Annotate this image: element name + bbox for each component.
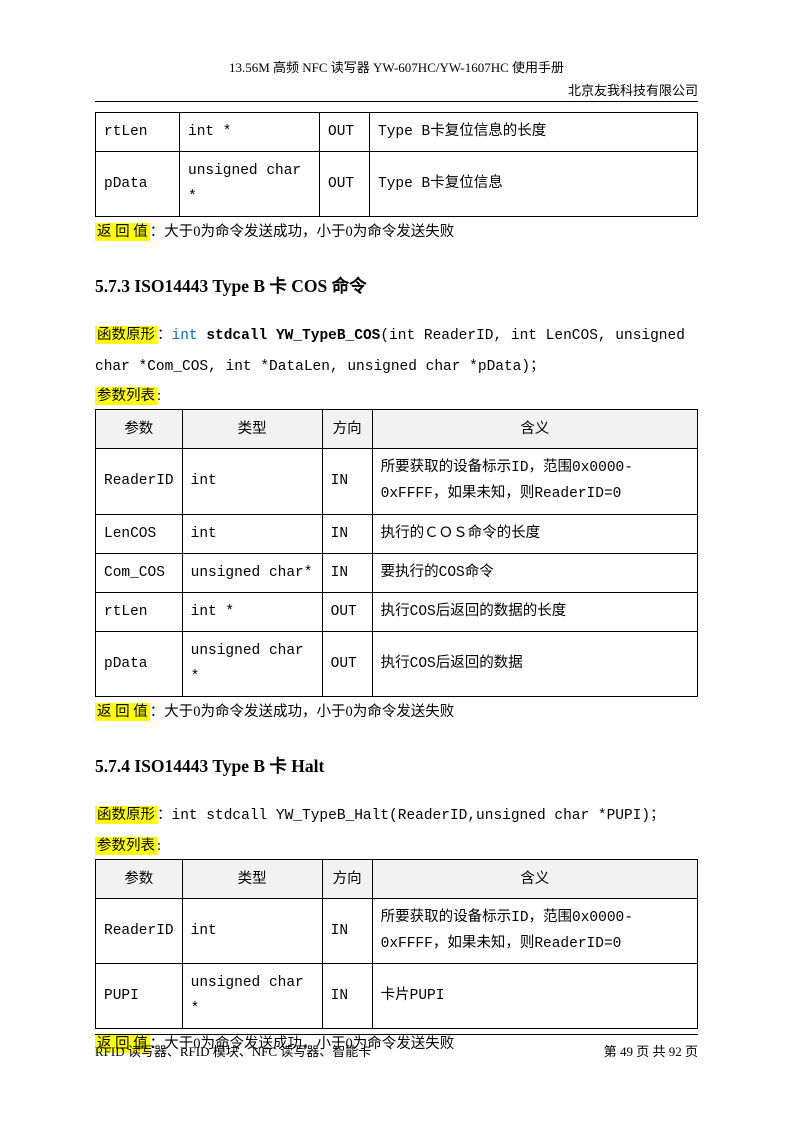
cell-type: unsigned char* xyxy=(182,553,322,592)
table-row: ReaderID int IN 所要获取的设备标示ID，范围0x0000-0xF… xyxy=(96,898,698,963)
proto-label: 函数原形 xyxy=(95,326,157,344)
table-row: pData unsigned char * OUT 执行COS后返回的数据 xyxy=(96,631,698,696)
table-header-row: 参数 类型 方向 含义 xyxy=(96,410,698,449)
table-574: 参数 类型 方向 含义 ReaderID int IN 所要获取的设备标示ID，… xyxy=(95,859,698,1029)
cell-dir: OUT xyxy=(322,592,372,631)
cell-dir: IN xyxy=(322,898,372,963)
cell-type: unsigned char * xyxy=(182,631,322,696)
cell-dir: OUT xyxy=(322,631,372,696)
th-type: 类型 xyxy=(182,410,322,449)
th-desc: 含义 xyxy=(372,410,697,449)
cell-type: int xyxy=(182,514,322,553)
cell-type: unsigned char * xyxy=(180,152,320,217)
table-row: rtLen int * OUT Type B卡复位信息的长度 xyxy=(96,113,698,152)
page-footer: RFID 读写器、RFID 模块、NFC 读写器、智能卡 第 49 页 共 92… xyxy=(95,1034,698,1060)
cell-param: ReaderID xyxy=(96,449,183,514)
cell-desc: 执行COS后返回的数据 xyxy=(372,631,697,696)
page-header-title: 13.56M 高频 NFC 读写器 YW-607HC/YW-1607HC 使用手… xyxy=(95,57,698,76)
table-row: rtLen int * OUT 执行COS后返回的数据的长度 xyxy=(96,592,698,631)
table-row: PUPI unsigned char * IN 卡片PUPI xyxy=(96,963,698,1028)
th-dir: 方向 xyxy=(322,410,372,449)
cell-desc: 所要获取的设备标示ID，范围0x0000-0xFFFF，如果未知，则Reader… xyxy=(372,898,697,963)
heading-573: 5.7.3 ISO14443 Type B 卡 COS 命令 xyxy=(95,273,698,298)
cell-dir: OUT xyxy=(320,152,370,217)
cell-param: ReaderID xyxy=(96,898,183,963)
header-divider xyxy=(95,101,698,102)
proto-rest1: (int ReaderID, int LenCOS, unsigned xyxy=(380,328,685,344)
table-row: LenCOS int IN 执行的ＣＯＳ命令的长度 xyxy=(96,514,698,553)
th-param: 参数 xyxy=(96,859,183,898)
proto-label: 函数原形 xyxy=(95,806,157,824)
return-text: ：大于0为命令发送成功，小于0为命令发送失败 xyxy=(150,704,455,720)
cell-type: int xyxy=(182,449,322,514)
return-text: ：大于0为命令发送成功，小于0为命令发送失败 xyxy=(150,224,455,240)
cell-type: int * xyxy=(182,592,322,631)
func-name: YW_TypeB_COS xyxy=(276,328,380,344)
cell-desc: 卡片PUPI xyxy=(372,963,697,1028)
th-dir: 方向 xyxy=(322,859,372,898)
cell-desc: 执行COS后返回的数据的长度 xyxy=(372,592,697,631)
table-573: 参数 类型 方向 含义 ReaderID int IN 所要获取的设备标示ID，… xyxy=(95,409,698,697)
param-list-label-573: 参数列表: xyxy=(95,384,698,405)
cell-desc: Type B卡复位信息的长度 xyxy=(370,113,698,152)
footer-left: RFID 读写器、RFID 模块、NFC 读写器、智能卡 xyxy=(95,1041,371,1060)
th-param: 参数 xyxy=(96,410,183,449)
cell-param: rtLen xyxy=(96,592,183,631)
cell-type: unsigned char * xyxy=(182,963,322,1028)
return-label: 返 回 值 xyxy=(95,703,150,721)
table-header-row: 参数 类型 方向 含义 xyxy=(96,859,698,898)
cell-dir: IN xyxy=(322,514,372,553)
cell-dir: OUT xyxy=(320,113,370,152)
table-row: ReaderID int IN 所要获取的设备标示ID，范围0x0000-0xF… xyxy=(96,449,698,514)
cell-dir: IN xyxy=(322,449,372,514)
cell-param: rtLen xyxy=(96,113,180,152)
keyword-int: int xyxy=(172,328,198,344)
return-value-line: 返 回 值：大于0为命令发送成功，小于0为命令发送失败 xyxy=(95,219,698,245)
table-section-prev: rtLen int * OUT Type B卡复位信息的长度 pData uns… xyxy=(95,112,698,217)
param-list-text: 参数列表 xyxy=(95,387,157,405)
heading-574: 5.7.4 ISO14443 Type B 卡 Halt xyxy=(95,753,698,778)
cell-param: pData xyxy=(96,631,183,696)
keyword-stdcall: stdcall xyxy=(206,328,267,344)
cell-dir: IN xyxy=(322,963,372,1028)
proto-rest2: char *Com_COS, int *DataLen, unsigned ch… xyxy=(95,359,545,375)
param-list-label-574: 参数列表: xyxy=(95,834,698,855)
function-prototype-573: 函数原形：int stdcall YW_TypeB_COS(int Reader… xyxy=(95,320,698,382)
cell-param: Com_COS xyxy=(96,553,183,592)
cell-desc: Type B卡复位信息 xyxy=(370,152,698,217)
cell-param: PUPI xyxy=(96,963,183,1028)
table-row: pData unsigned char * OUT Type B卡复位信息 xyxy=(96,152,698,217)
page-header-company: 北京友我科技有限公司 xyxy=(95,80,698,99)
table-row: Com_COS unsigned char* IN 要执行的COS命令 xyxy=(96,553,698,592)
cell-param: LenCOS xyxy=(96,514,183,553)
cell-desc: 执行的ＣＯＳ命令的长度 xyxy=(372,514,697,553)
cell-param: pData xyxy=(96,152,180,217)
cell-desc: 要执行的COS命令 xyxy=(372,553,697,592)
cell-type: int xyxy=(182,898,322,963)
return-value-line-573: 返 回 值：大于0为命令发送成功，小于0为命令发送失败 xyxy=(95,699,698,725)
proto-text: ：int stdcall YW_TypeB_Halt(ReaderID,unsi… xyxy=(157,808,665,824)
cell-type: int * xyxy=(180,113,320,152)
footer-right: 第 49 页 共 92 页 xyxy=(604,1041,698,1060)
th-desc: 含义 xyxy=(372,859,697,898)
cell-dir: IN xyxy=(322,553,372,592)
function-prototype-574: 函数原形：int stdcall YW_TypeB_Halt(ReaderID,… xyxy=(95,800,698,831)
cell-desc: 所要获取的设备标示ID，范围0x0000-0xFFFF，如果未知，则Reader… xyxy=(372,449,697,514)
param-list-text: 参数列表 xyxy=(95,837,157,855)
return-label: 返 回 值 xyxy=(95,223,150,241)
th-type: 类型 xyxy=(182,859,322,898)
